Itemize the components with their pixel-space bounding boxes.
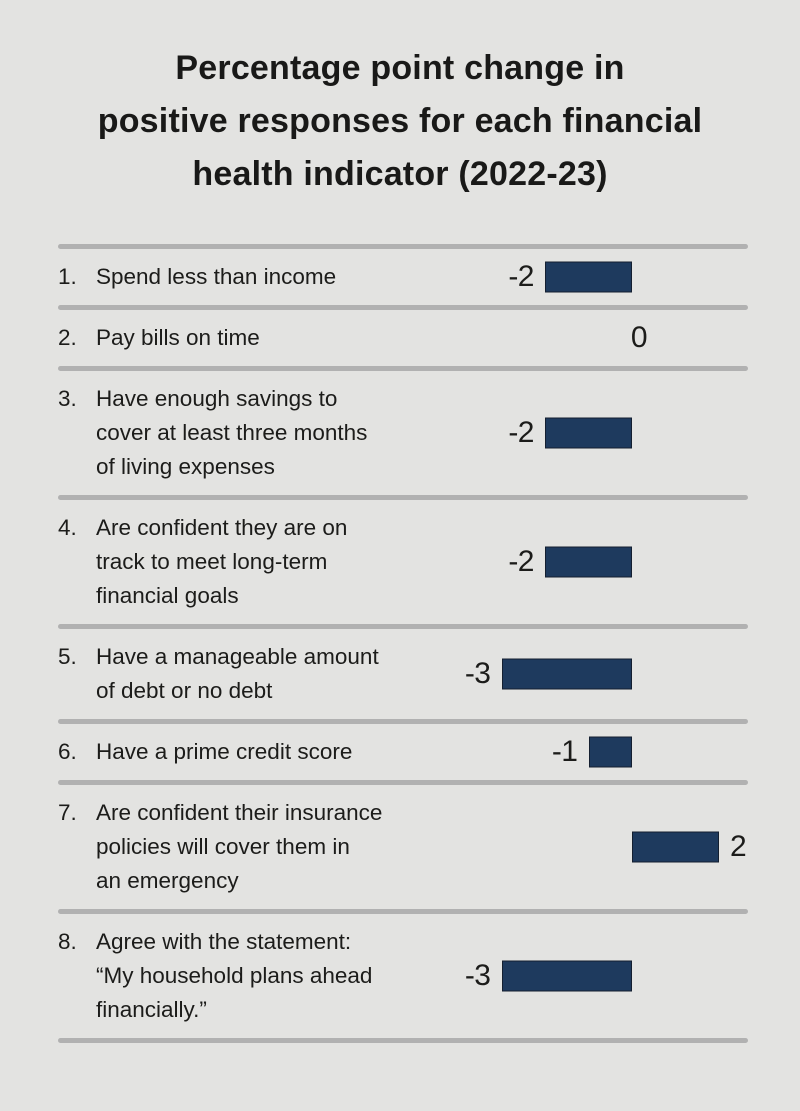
indicator-row-6: 6. Have a prime credit score -1 [58,724,748,780]
row-label-line: Are confident their insurance [96,800,383,825]
row-divider [58,909,748,914]
row-label-line: Have a manageable amount [96,644,379,669]
value-label: 2 [730,830,747,863]
row-label: Pay bills on time [96,321,260,355]
indicator-row-1: 1. Spend less than income -2 [58,249,748,305]
row-label: Spend less than income [96,260,336,294]
row-label-line: cover at least three months [96,420,368,445]
row-label-line: financially.” [96,997,207,1022]
indicator-row-8: 8. Agree with the statement: “My househo… [58,914,748,1038]
chart-body: 1. Spend less than income -2 2. Pay bill… [58,244,748,1043]
bar [501,960,632,992]
chart-title-line: positive responses for each financial [97,102,703,140]
row-number: 1. [58,264,77,289]
row-label-line: of debt or no debt [96,678,273,703]
row-number: 6. [58,739,77,764]
row-label-line: Spend less than income [96,264,337,289]
row-label-line: of living expenses [96,454,275,479]
row-label: Have enough savings to cover at least th… [96,382,367,484]
row-label-line: Are confident they are on [96,515,348,540]
value-label: -1 [551,735,578,768]
row-label-line: Agree with the statement: [96,929,352,954]
value-label: -2 [508,416,534,449]
bar [545,546,632,578]
value-label: -2 [508,545,534,578]
row-divider [58,366,748,371]
row-label-line: policies will cover them in [96,834,350,859]
bar-zone: -2 [428,371,748,495]
bar-zone: 2 [428,785,748,909]
row-divider [58,624,748,629]
row-number: 4. [58,515,77,540]
bar-zone: -3 [428,914,748,1038]
row-label-line: Have enough savings to [96,386,338,411]
row-label-line: financial goals [96,583,239,608]
value-label: 0 [630,321,648,354]
value-label: -3 [464,959,491,992]
bar-zone: 0 [428,310,748,366]
bar [545,417,632,449]
indicator-row-4: 4. Are confident they are on track to me… [58,500,748,624]
row-divider [58,244,748,249]
bar [588,736,632,768]
row-label-line: “My household plans ahead [96,963,373,988]
bar-zone: -2 [428,500,748,624]
row-label: Have a manageable amount of debt or no d… [96,640,379,708]
bar-zone: -2 [428,249,748,305]
chart-title-line: health indicator (2022-23) [192,155,608,193]
row-number: 8. [58,929,77,954]
row-label: Are confident they are on track to meet … [96,511,347,613]
row-label-line: Have a prime credit score [96,739,353,764]
row-number: 7. [58,800,77,825]
bar-zone: -3 [428,629,748,719]
row-label-line: an emergency [96,868,239,893]
row-label: Agree with the statement: “My household … [96,925,372,1027]
indicator-row-3: 3. Have enough savings to cover at least… [58,371,748,495]
row-label: Are confident their insurance policies w… [96,796,382,898]
chart-title-line: Percentage point change in [175,49,625,87]
indicator-row-5: 5. Have a manageable amount of debt or n… [58,629,748,719]
row-divider [58,495,748,500]
chart-title: Percentage point change in positive resp… [0,0,800,201]
row-label: Have a prime credit score [96,735,352,769]
indicator-row-2: 2. Pay bills on time 0 [58,310,748,366]
bar [501,658,632,690]
bar [632,831,719,863]
row-divider [58,719,748,724]
row-divider [58,780,748,785]
bar [545,261,632,293]
row-number: 3. [58,386,77,411]
value-label: -2 [508,260,534,293]
row-number: 5. [58,644,77,669]
row-divider [58,1038,748,1043]
bar-zone: -1 [428,724,748,780]
row-number: 2. [58,325,77,350]
row-label-line: Pay bills on time [96,325,260,350]
indicator-row-7: 7. Are confident their insurance policie… [58,785,748,909]
row-divider [58,305,748,310]
value-label: -3 [464,657,491,690]
row-label-line: track to meet long-term [96,549,328,574]
